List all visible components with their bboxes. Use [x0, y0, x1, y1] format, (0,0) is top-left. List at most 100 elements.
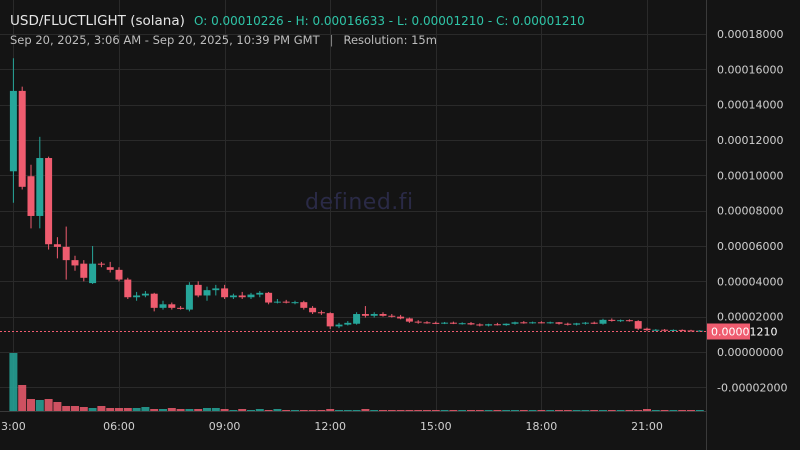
chart-subheader: Sep 20, 2025, 3:06 AM - Sep 20, 2025, 10…: [10, 33, 437, 47]
candle-body: [133, 295, 141, 298]
volume-bar: [572, 410, 581, 411]
candle-body: [449, 322, 457, 324]
candle-body: [229, 295, 237, 298]
volume-bar: [247, 410, 255, 411]
volume-bar: [185, 409, 194, 411]
volume-bar: [176, 409, 185, 411]
volume-bar: [616, 410, 625, 411]
candle-body: [493, 324, 501, 326]
candle-body: [564, 323, 572, 325]
candle-body: [432, 322, 440, 324]
candle-body: [687, 330, 695, 332]
volume-bar: [484, 410, 493, 411]
volume-bar: [546, 410, 555, 411]
volume-bar: [519, 410, 528, 411]
volume-bar: [211, 408, 220, 411]
candle-body: [696, 330, 704, 332]
candle-body: [511, 322, 519, 324]
volume-bar: [458, 410, 467, 411]
candle-body: [265, 292, 273, 303]
candle-body: [353, 314, 361, 324]
candle-body: [573, 323, 581, 325]
y-tick-label: 0.00012000: [717, 134, 783, 147]
candle-body: [405, 318, 413, 322]
y-tick-label: 0.00010000: [717, 169, 783, 182]
volume-bar: [590, 410, 599, 411]
volume-bar: [440, 410, 449, 411]
last-price-label: 0.00001210: [711, 326, 777, 339]
candle-body: [221, 288, 229, 298]
x-tick-label: 18:00: [526, 420, 558, 433]
candle-body: [97, 263, 105, 265]
resolution: Resolution: 15m: [343, 33, 437, 47]
separator: |: [329, 33, 334, 47]
volume-bar: [563, 410, 572, 411]
volume-bar: [431, 410, 440, 411]
ohlc-readout: O: 0.00010226 - H: 0.00016633 - L: 0.000…: [194, 14, 585, 28]
candle-body: [625, 320, 633, 322]
volume-bar: [79, 407, 88, 411]
candle-body: [115, 269, 123, 280]
candle-body: [45, 158, 53, 245]
candle-body: [643, 328, 651, 331]
candle-body: [529, 322, 537, 324]
candle-body: [159, 304, 167, 308]
volume-bar: [18, 385, 27, 411]
candle-body: [546, 322, 554, 324]
volume-bar: [317, 410, 326, 411]
volume-bar: [625, 410, 634, 411]
candle-body: [168, 304, 176, 308]
candle-body: [141, 293, 149, 296]
candle-body: [256, 292, 264, 295]
candle-body: [634, 321, 642, 329]
volume-bars: [9, 353, 704, 411]
candles: [9, 58, 704, 332]
candle-body: [520, 322, 528, 324]
y-tick-label: 0.00016000: [717, 63, 783, 76]
volume-bar: [343, 410, 352, 411]
x-tick-label: 15:00: [420, 420, 452, 433]
pair-title: USD/FLUCTLIGHT (solana): [10, 13, 185, 29]
volume-bar: [123, 408, 132, 411]
volume-bar: [308, 410, 317, 411]
volume-bar: [194, 409, 203, 411]
volume-bar: [62, 406, 71, 411]
candle-body: [300, 302, 308, 308]
volume-bar: [167, 408, 176, 411]
volume-bar: [203, 408, 211, 411]
volume-bar: [352, 410, 361, 411]
candle-body: [361, 314, 369, 316]
volume-bar: [299, 410, 308, 411]
candle-body: [669, 329, 677, 331]
time-axis[interactable]: 3:00 06:00 09:00 12:00 15:00 18:00 21:00: [1, 420, 663, 433]
candle-body: [80, 263, 88, 278]
candle-body: [212, 288, 220, 291]
candle-body: [177, 307, 185, 309]
candle-body: [273, 301, 281, 303]
volume-bar: [27, 399, 35, 411]
candle-body: [608, 319, 616, 321]
price-axis[interactable]: 0.00018000 0.00016000 0.00014000 0.00012000…: [707, 28, 787, 394]
volume-bar: [282, 410, 291, 411]
y-tick-label: 0.00008000: [717, 205, 783, 218]
volume-bar: [335, 410, 343, 411]
volume-bar: [599, 410, 607, 411]
candle-body: [247, 294, 255, 298]
time-range: Sep 20, 2025, 3:06 AM - Sep 20, 2025, 10…: [10, 33, 320, 47]
candle-body: [27, 176, 35, 216]
volume-bar: [607, 410, 616, 411]
candle-body: [467, 323, 475, 325]
volume-bar: [502, 410, 511, 411]
volume-bar: [106, 408, 115, 411]
candle-body: [124, 279, 132, 298]
volume-bar: [695, 410, 704, 411]
candle-body: [599, 319, 607, 324]
volume-bar: [555, 410, 563, 411]
volume-bar: [71, 406, 79, 411]
candle-body: [661, 329, 669, 331]
y-tick-label: 0.00000000: [717, 346, 783, 359]
y-tick-label: 0.00002000: [717, 311, 783, 324]
candle-body: [414, 321, 422, 323]
candle-body: [9, 90, 17, 172]
